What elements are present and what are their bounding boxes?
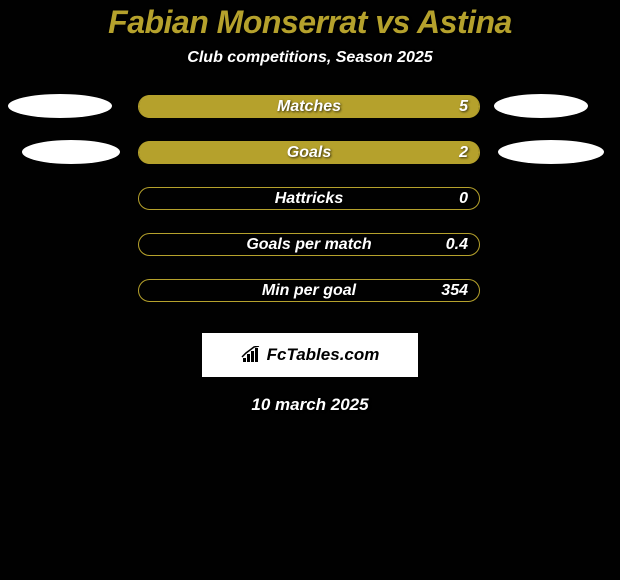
stat-row: Hattricks0 — [0, 187, 620, 233]
logo-box: FcTables.com — [202, 333, 418, 377]
stat-row: Goals per match0.4 — [0, 233, 620, 279]
stat-row: Min per goal354 — [0, 279, 620, 325]
player-left-ellipse — [22, 140, 120, 164]
stat-row: Goals2 — [0, 141, 620, 187]
stats-area: Matches5Goals2Hattricks0Goals per match0… — [0, 95, 620, 325]
infographic-container: Fabian Monserrat vs Astina Club competit… — [0, 0, 620, 415]
page-title: Fabian Monserrat vs Astina — [0, 4, 620, 41]
stat-value: 0 — [138, 187, 480, 210]
logo-icon — [241, 346, 263, 364]
page-subtitle: Club competitions, Season 2025 — [0, 49, 620, 67]
stat-row: Matches5 — [0, 95, 620, 141]
stat-value: 0.4 — [138, 233, 480, 256]
player-right-ellipse — [498, 140, 604, 164]
date-text: 10 march 2025 — [0, 395, 620, 415]
stat-value: 354 — [138, 279, 480, 302]
logo-text: FcTables.com — [267, 345, 380, 365]
player-left-ellipse — [8, 94, 112, 118]
stat-value: 5 — [138, 95, 480, 118]
stat-value: 2 — [138, 141, 480, 164]
player-right-ellipse — [494, 94, 588, 118]
